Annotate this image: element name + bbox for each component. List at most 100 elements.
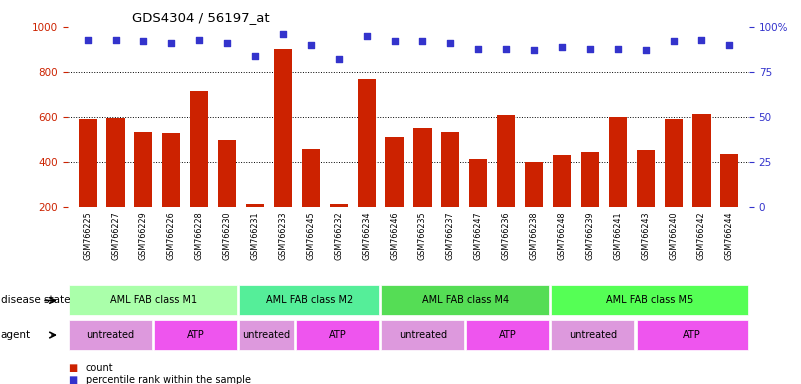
Point [583,45,596,51]
Bar [69,320,152,350]
Bar [296,320,379,350]
Text: AML FAB class M2: AML FAB class M2 [266,295,353,306]
Bar [163,133,180,207]
Bar [665,119,682,207]
Text: GSM766242: GSM766242 [697,211,706,260]
Text: GSM766231: GSM766231 [251,211,260,260]
Text: ATP: ATP [187,330,204,340]
Text: percentile rank within the sample: percentile rank within the sample [86,375,251,384]
Point [137,38,150,45]
Bar [302,149,320,207]
Text: GSM766245: GSM766245 [306,211,316,260]
Bar [609,117,627,207]
Bar [692,114,710,207]
Point [472,45,485,51]
Point [528,47,541,53]
Text: untreated: untreated [399,330,447,340]
Text: GSM766247: GSM766247 [473,211,483,260]
Text: ATP: ATP [328,330,347,340]
Text: AML FAB class M4: AML FAB class M4 [421,295,509,306]
Text: untreated: untreated [243,330,291,340]
Bar [466,320,549,350]
Bar [218,140,236,207]
Bar [553,156,571,207]
Point [388,38,401,45]
Point [723,42,736,48]
Point [556,44,569,50]
Point [444,40,457,46]
Bar [469,159,487,207]
Text: AML FAB class M1: AML FAB class M1 [110,295,197,306]
Text: untreated: untreated [87,330,135,340]
Text: GSM766228: GSM766228 [195,211,203,260]
Bar [357,79,376,207]
Bar [551,285,748,316]
Point [695,36,708,43]
Bar [330,204,348,207]
Bar [107,118,125,207]
Bar [135,132,152,207]
Text: GSM766226: GSM766226 [167,211,176,260]
Bar [381,285,549,316]
Bar [551,320,634,350]
Bar [190,91,208,207]
Text: GSM766233: GSM766233 [279,211,288,260]
Text: GSM766234: GSM766234 [362,211,371,260]
Point [332,56,345,63]
Bar [581,152,599,207]
Point [81,36,94,43]
Point [221,40,234,46]
Point [611,45,624,51]
Bar [413,128,432,207]
Bar [385,137,404,207]
Bar [720,154,739,207]
Text: ■: ■ [68,363,78,373]
Point [276,31,289,37]
Text: agent: agent [1,330,31,340]
Text: GSM766229: GSM766229 [139,211,148,260]
Text: disease state: disease state [1,295,70,306]
Text: GSM766240: GSM766240 [669,211,678,260]
Point [193,36,206,43]
Text: ATP: ATP [683,330,701,340]
Point [248,53,261,59]
Text: GDS4304 / 56197_at: GDS4304 / 56197_at [132,12,270,25]
Text: GSM766237: GSM766237 [446,211,455,260]
Bar [274,50,292,207]
Bar [155,320,237,350]
Text: GSM766244: GSM766244 [725,211,734,260]
Bar [78,119,97,207]
Point [165,40,178,46]
Bar [497,115,515,207]
Text: untreated: untreated [569,330,617,340]
Point [500,45,513,51]
Bar [246,204,264,207]
Bar [637,320,748,350]
Text: GSM766225: GSM766225 [83,211,92,260]
Bar [381,320,464,350]
Bar [69,285,237,316]
Text: AML FAB class M5: AML FAB class M5 [606,295,694,306]
Text: GSM766243: GSM766243 [641,211,650,260]
Text: GSM766230: GSM766230 [223,211,231,260]
Text: count: count [86,363,113,373]
Bar [637,150,654,207]
Text: ATP: ATP [499,330,517,340]
Text: GSM766238: GSM766238 [529,211,538,260]
Bar [239,320,294,350]
Text: GSM766248: GSM766248 [557,211,566,260]
Point [639,47,652,53]
Point [667,38,680,45]
Text: GSM766235: GSM766235 [418,211,427,260]
Point [304,42,317,48]
Point [360,33,373,39]
Text: GSM766232: GSM766232 [334,211,344,260]
Text: GSM766241: GSM766241 [614,211,622,260]
Text: GSM766227: GSM766227 [111,211,120,260]
Text: GSM766236: GSM766236 [501,211,511,260]
Bar [239,285,379,316]
Point [416,38,429,45]
Text: GSM766246: GSM766246 [390,211,399,260]
Point [109,36,122,43]
Bar [441,132,460,207]
